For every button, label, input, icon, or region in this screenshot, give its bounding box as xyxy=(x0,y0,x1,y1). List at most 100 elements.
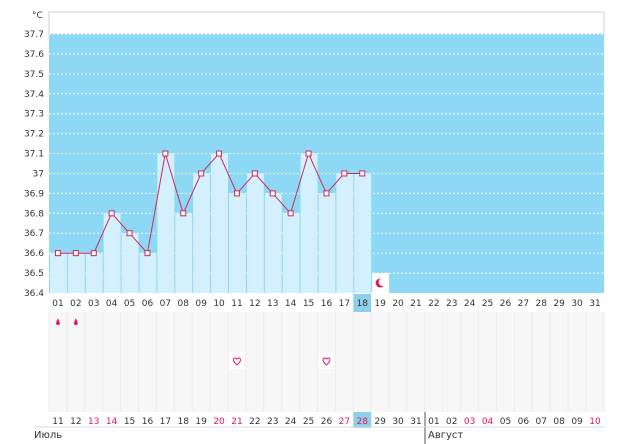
calendar-date-label: 15 xyxy=(124,417,135,427)
y-axis-ticks: 36.4 36.5 36.6 36.7 36.8 36.9 37 37.1 37.2 37.3 37… xyxy=(24,30,44,299)
calendar-date-label: 12 xyxy=(70,417,81,427)
temperature-bar xyxy=(246,173,264,293)
cycle-day-label: 16 xyxy=(321,299,333,309)
calendar-date-label: 09 xyxy=(571,417,583,427)
temperature-bar xyxy=(336,173,354,293)
temperature-point xyxy=(287,210,294,217)
cycle-day-label: 11 xyxy=(231,299,242,309)
temperature-bar xyxy=(354,173,372,293)
cycle-day-label: 31 xyxy=(589,299,600,309)
temperature-bar xyxy=(282,213,300,293)
heart-icon xyxy=(233,357,241,366)
top-white-area xyxy=(48,11,605,35)
y-tick-label: 36.4 xyxy=(24,289,44,299)
calendar-date-label: 03 xyxy=(464,417,475,427)
cycle-day-label: 25 xyxy=(482,299,493,309)
temperature-line xyxy=(58,152,363,255)
temperature-point xyxy=(251,170,258,177)
calendar-date-label: 28 xyxy=(357,417,369,427)
calendar-date-label: 13 xyxy=(88,417,99,427)
y-tick-label: 36.7 xyxy=(24,229,44,239)
calendar-date-label: 23 xyxy=(267,417,278,427)
temperature-bar xyxy=(121,233,139,293)
calendar-date-label: 04 xyxy=(482,417,494,427)
moon-icon-cut xyxy=(378,278,387,286)
y-tick-label: 37.3 xyxy=(24,110,44,120)
temperature-bar xyxy=(229,193,246,293)
calendar-date-label: 27 xyxy=(339,417,350,427)
cycle-day-label: 06 xyxy=(142,299,154,309)
period-drop-icon xyxy=(55,318,60,325)
temperature-bar xyxy=(103,213,121,293)
temperature-bar xyxy=(139,253,157,293)
temperature-bar xyxy=(175,213,193,293)
calendar-date-label: 07 xyxy=(536,417,547,427)
temperature-point xyxy=(144,250,151,257)
cycle-day-label: 04 xyxy=(106,299,118,309)
y-tick-label: 36.8 xyxy=(24,209,44,219)
cycle-day-label: 17 xyxy=(339,299,350,309)
calendar-date-label: 08 xyxy=(553,417,565,427)
cycle-day-label: 19 xyxy=(374,299,386,309)
temperature-point xyxy=(269,190,276,197)
cycle-day-label: 12 xyxy=(249,299,260,309)
cycle-day-label: 21 xyxy=(410,299,421,309)
current-date-highlight xyxy=(353,412,372,428)
month-label-august: Август xyxy=(428,430,464,441)
temperature-point xyxy=(180,210,187,217)
cycle-day-label: 30 xyxy=(571,299,583,309)
temperature-point xyxy=(305,150,312,157)
calendar-date-label: 11 xyxy=(52,417,63,427)
temperature-point xyxy=(90,250,97,257)
y-tick-label: 37.1 xyxy=(24,150,44,160)
temperature-bar xyxy=(211,153,228,293)
temperature-point xyxy=(216,150,223,157)
y-tick-label: 37.5 xyxy=(24,70,44,80)
y-tick-label: 37.4 xyxy=(24,90,44,100)
y-tick-label: 37.2 xyxy=(24,130,44,140)
cycle-day-label: 01 xyxy=(52,299,63,309)
temperature-points xyxy=(54,150,366,257)
markers xyxy=(55,318,335,369)
cycle-day-label: 03 xyxy=(88,299,99,309)
temperature-bar xyxy=(300,153,318,293)
cycle-day-label: 22 xyxy=(428,299,439,309)
calendar-date-label: 20 xyxy=(213,417,225,427)
cycle-day-label: 10 xyxy=(213,299,225,309)
temperature-point xyxy=(323,190,330,197)
calendar-date-label: 05 xyxy=(500,417,511,427)
cycle-day-ticks: 01 02 03 04 05 06 07 08 09 10 11 12 13 14 15 16 17 18 19 20… xyxy=(52,294,601,312)
cycle-day-label: 07 xyxy=(160,299,171,309)
cycle-day-label: 14 xyxy=(285,299,297,309)
heart-icon xyxy=(322,357,331,366)
cycle-day-label: 26 xyxy=(500,299,512,309)
temperature-point xyxy=(359,170,366,177)
calendar-date-label: 01 xyxy=(428,417,439,427)
calendar-date-label: 02 xyxy=(446,417,457,427)
bars xyxy=(50,153,390,293)
y-tick-label: 36.9 xyxy=(24,189,44,199)
cycle-day-label: 15 xyxy=(303,299,314,309)
calendar-date-label: 25 xyxy=(303,417,314,427)
calendar-date-label: 29 xyxy=(374,417,386,427)
cycle-day-label: 08 xyxy=(178,299,190,309)
temperature-point xyxy=(72,250,79,257)
markers-grid xyxy=(48,312,605,412)
temperature-bar xyxy=(85,253,103,293)
temperature-bar xyxy=(193,173,211,293)
temperature-bar xyxy=(318,193,336,293)
cycle-day-label: 28 xyxy=(536,299,548,309)
calendar-date-label: 14 xyxy=(106,417,118,427)
cycle-day-label: 05 xyxy=(124,299,135,309)
temperature-point xyxy=(198,170,205,177)
temperature-point xyxy=(233,190,240,197)
calendar-date-label: 31 xyxy=(410,417,421,427)
temperature-bar xyxy=(67,253,85,293)
cycle-day-label: 09 xyxy=(195,299,207,309)
temperature-bar xyxy=(264,193,282,293)
calendar-date-label: 21 xyxy=(231,417,242,427)
temperature-point xyxy=(54,250,61,257)
calendar-date-label: 06 xyxy=(518,417,530,427)
temperature-point xyxy=(162,150,169,157)
